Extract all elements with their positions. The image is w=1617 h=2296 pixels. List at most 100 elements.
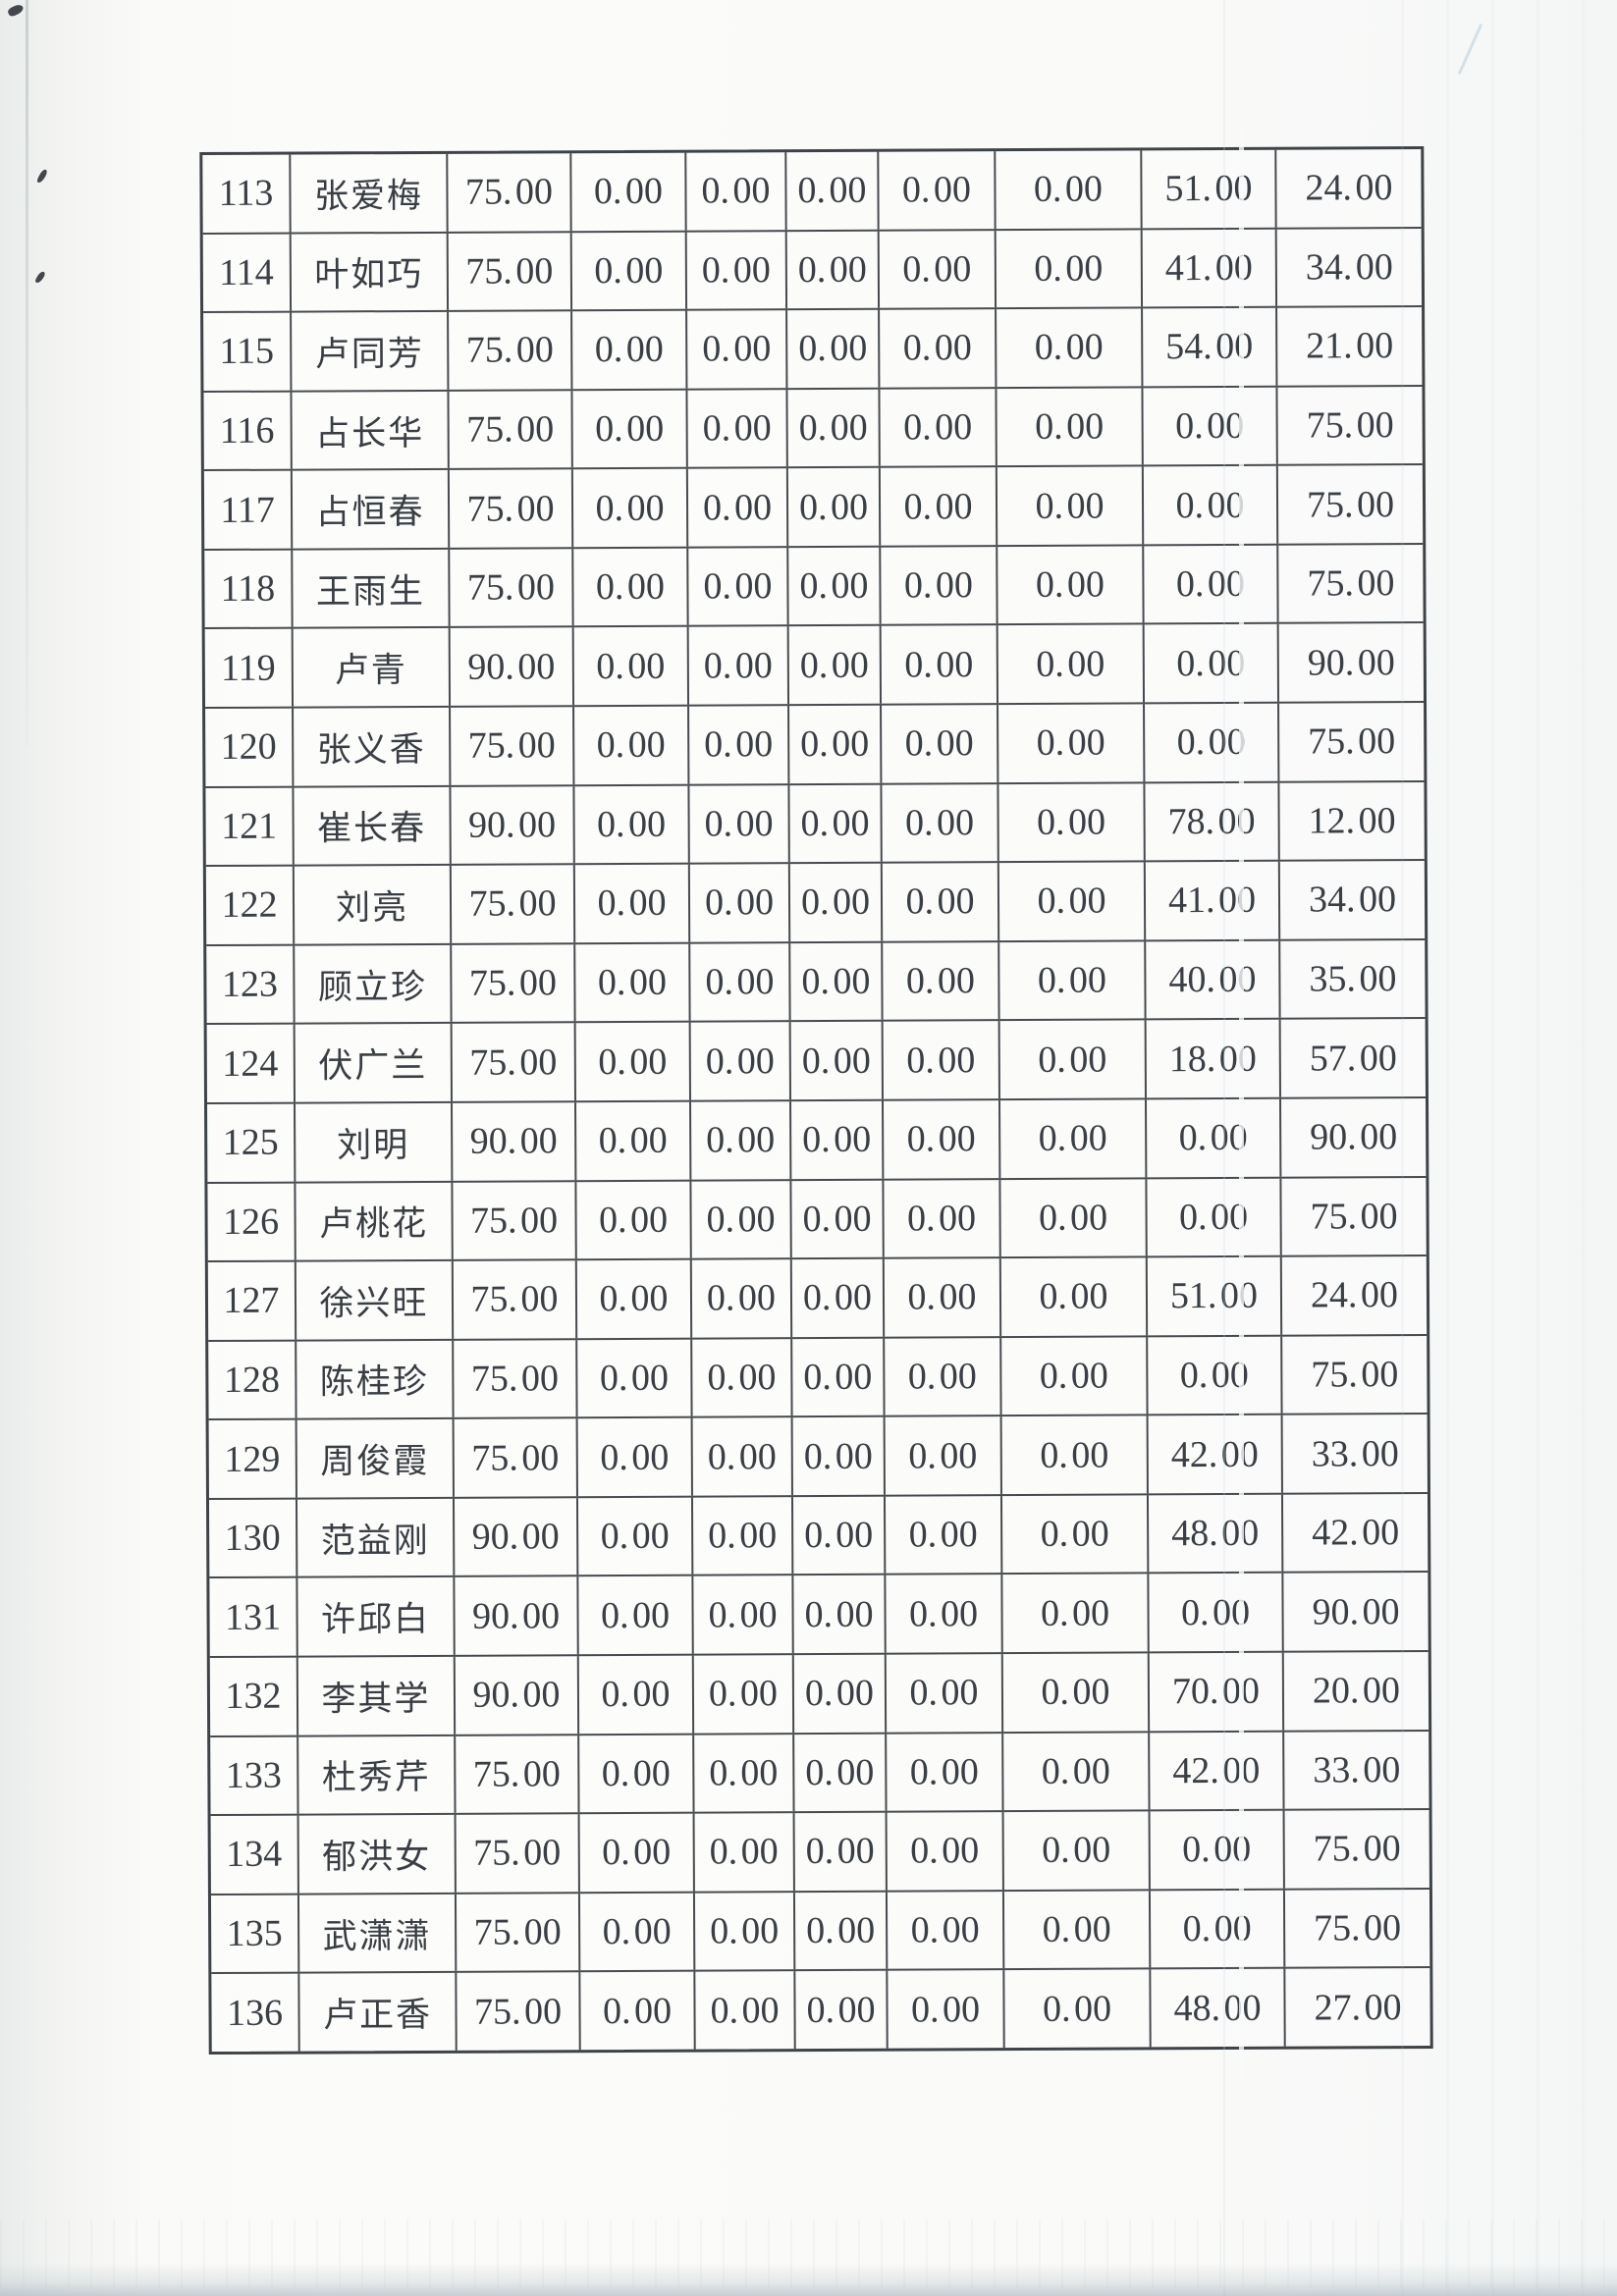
value-cell: 75. 00 (447, 390, 571, 469)
value-cell: 75. 00 (452, 1339, 576, 1418)
value-cell: 75. 00 (454, 1735, 578, 1813)
value-cell: 0. 00 (998, 1178, 1146, 1257)
value-cell: 0. 00 (995, 308, 1142, 387)
value-cell: 0. 00 (995, 388, 1142, 466)
value-cell: 0. 00 (1141, 466, 1277, 545)
value-cell: 0. 00 (880, 783, 997, 862)
scan-speck (36, 168, 48, 185)
value-cell: 0. 00 (691, 1655, 793, 1734)
value-cell: 0. 00 (787, 863, 882, 941)
value-cell: 0. 00 (881, 1021, 998, 1099)
name-cell: 顾立珍 (293, 944, 451, 1023)
scan-edge-shadow (26, 0, 28, 746)
value-cell: 0. 00 (994, 229, 1142, 308)
value-cell: 0. 00 (690, 1338, 791, 1416)
value-cell: 0. 00 (790, 1496, 885, 1575)
value-cell: 0. 00 (791, 1654, 886, 1733)
scan-speck (6, 3, 26, 18)
value-cell: 0. 00 (575, 1497, 692, 1575)
value-cell: 0. 00 (998, 1257, 1147, 1336)
value-cell: 0. 00 (883, 1337, 1000, 1415)
value-cell: 75. 00 (455, 1972, 579, 2051)
value-cell: 75. 00 (452, 1418, 576, 1497)
fold-highlight (1239, 128, 1244, 2081)
table-row: 132 李其学 90. 00 0. 00 0. 00 0. 00 0. 00 0… (209, 1649, 1429, 1735)
value-cell: 0. 00 (784, 231, 879, 309)
value-cell: 0. 00 (793, 1970, 887, 2049)
value-cell: 0. 00 (572, 785, 688, 864)
value-cell: 0. 00 (685, 468, 787, 547)
value-cell: 0. 00 (791, 1575, 885, 1654)
value-cell: 0. 00 (1146, 1336, 1281, 1415)
value-cell: 90. 00 (453, 1656, 578, 1735)
value-cell: 0. 00 (877, 151, 995, 230)
value-cell: 75. 00 (448, 549, 572, 627)
table-row: 133 杜秀芹 75. 00 0. 00 0. 00 0. 00 0. 00 0… (210, 1729, 1429, 1815)
value-cell: 90. 00 (452, 1498, 577, 1576)
value-cell: 42. 00 (1148, 1732, 1283, 1810)
name-cell: 卢同芳 (290, 311, 448, 391)
data-table: 113 张爱梅 75. 00 0. 00 0. 00 0. 00 0. 00 0… (199, 145, 1433, 2056)
value-cell: 0. 00 (577, 1735, 693, 1813)
value-cell: 0. 00 (692, 1734, 793, 1812)
row-number-cell: 123 (221, 963, 279, 1006)
value-cell: 0. 00 (686, 548, 787, 626)
name-cell: 陈桂珍 (295, 1340, 453, 1418)
value-cell: 0. 00 (788, 1022, 882, 1100)
table-row: 135 武潇潇 75. 00 0. 00 0. 00 0. 00 0. 00 0… (210, 1887, 1430, 1973)
value-cell: 0. 00 (573, 1022, 689, 1101)
value-cell: 0. 00 (884, 1654, 1002, 1733)
table-row: 129 周俊霞 75. 00 0. 00 0. 00 0. 00 0. 00 0… (208, 1413, 1428, 1498)
name-cell: 武潇潇 (296, 1894, 456, 1972)
value-cell: 0. 00 (688, 1022, 789, 1100)
value-cell: 0. 00 (1141, 387, 1276, 465)
value-cell: 18. 00 (1144, 1020, 1279, 1098)
value-cell: 0. 00 (573, 943, 689, 1022)
value-cell: 0. 00 (882, 1100, 999, 1179)
value-cell: 0. 00 (785, 389, 879, 467)
value-cell: 75. 00 (450, 1023, 574, 1101)
value-cell: 90. 00 (453, 1576, 577, 1655)
table-row: 131 许邱白 90. 00 0. 00 0. 00 0. 00 0. 00 0… (209, 1571, 1428, 1657)
name-cell: 占长华 (290, 391, 448, 469)
value-cell: 75. 00 (450, 943, 574, 1023)
name-cell: 刘明 (294, 1102, 452, 1182)
table-row: 136 卢正香 75. 00 0. 00 0. 00 0. 00 0. 00 0… (211, 1966, 1430, 2052)
value-cell: 0. 00 (884, 1575, 1001, 1653)
value-cell: 0. 00 (789, 1258, 884, 1337)
value-cell: 0. 00 (577, 1893, 694, 1971)
value-cell: 75. 00 (449, 865, 574, 943)
value-cell: 0. 00 (996, 546, 1143, 624)
value-cell: 0. 00 (879, 546, 997, 625)
value-cell: 0. 00 (688, 942, 789, 1021)
value-cell: 75. 00 (451, 1181, 575, 1259)
value-cell: 0. 00 (569, 232, 686, 310)
value-cell: 0. 00 (785, 467, 880, 547)
value-cell: 0. 00 (1001, 1732, 1149, 1811)
value-cell: 75. 00 (449, 707, 573, 785)
value-cell: 0. 00 (1145, 1178, 1280, 1256)
value-cell: 0. 00 (572, 706, 688, 784)
value-cell: 0. 00 (789, 1100, 883, 1179)
value-cell: 0. 00 (882, 1179, 999, 1257)
table-row: 128 陈桂珍 75. 00 0. 00 0. 00 0. 00 0. 00 0… (208, 1333, 1428, 1419)
name-cell: 周俊霞 (295, 1419, 453, 1498)
value-cell: 0. 00 (687, 864, 789, 942)
value-cell: 0. 00 (878, 388, 996, 466)
value-cell: 0. 00 (877, 230, 996, 308)
value-cell: 0. 00 (687, 784, 788, 863)
value-cell: 75. 00 (451, 1260, 576, 1339)
table-row: 134 郁洪女 75. 00 0. 00 0. 00 0. 00 0. 00 0… (210, 1808, 1429, 1894)
value-cell: 0. 00 (574, 1181, 690, 1259)
name-cell: 崔长春 (292, 786, 450, 865)
value-cell: 0. 00 (684, 152, 785, 231)
value-cell: 0. 00 (997, 704, 1144, 782)
value-cell: 0. 00 (691, 1575, 792, 1654)
value-cell: 0. 00 (570, 390, 686, 468)
value-cell: 0. 00 (997, 941, 1145, 1020)
value-cell: 0. 00 (684, 231, 786, 309)
value-cell: 0. 00 (574, 1259, 691, 1338)
value-cell: 0. 00 (689, 1180, 790, 1258)
row-number-cell: 115 (219, 331, 275, 373)
value-cell: 75. 00 (446, 153, 570, 232)
